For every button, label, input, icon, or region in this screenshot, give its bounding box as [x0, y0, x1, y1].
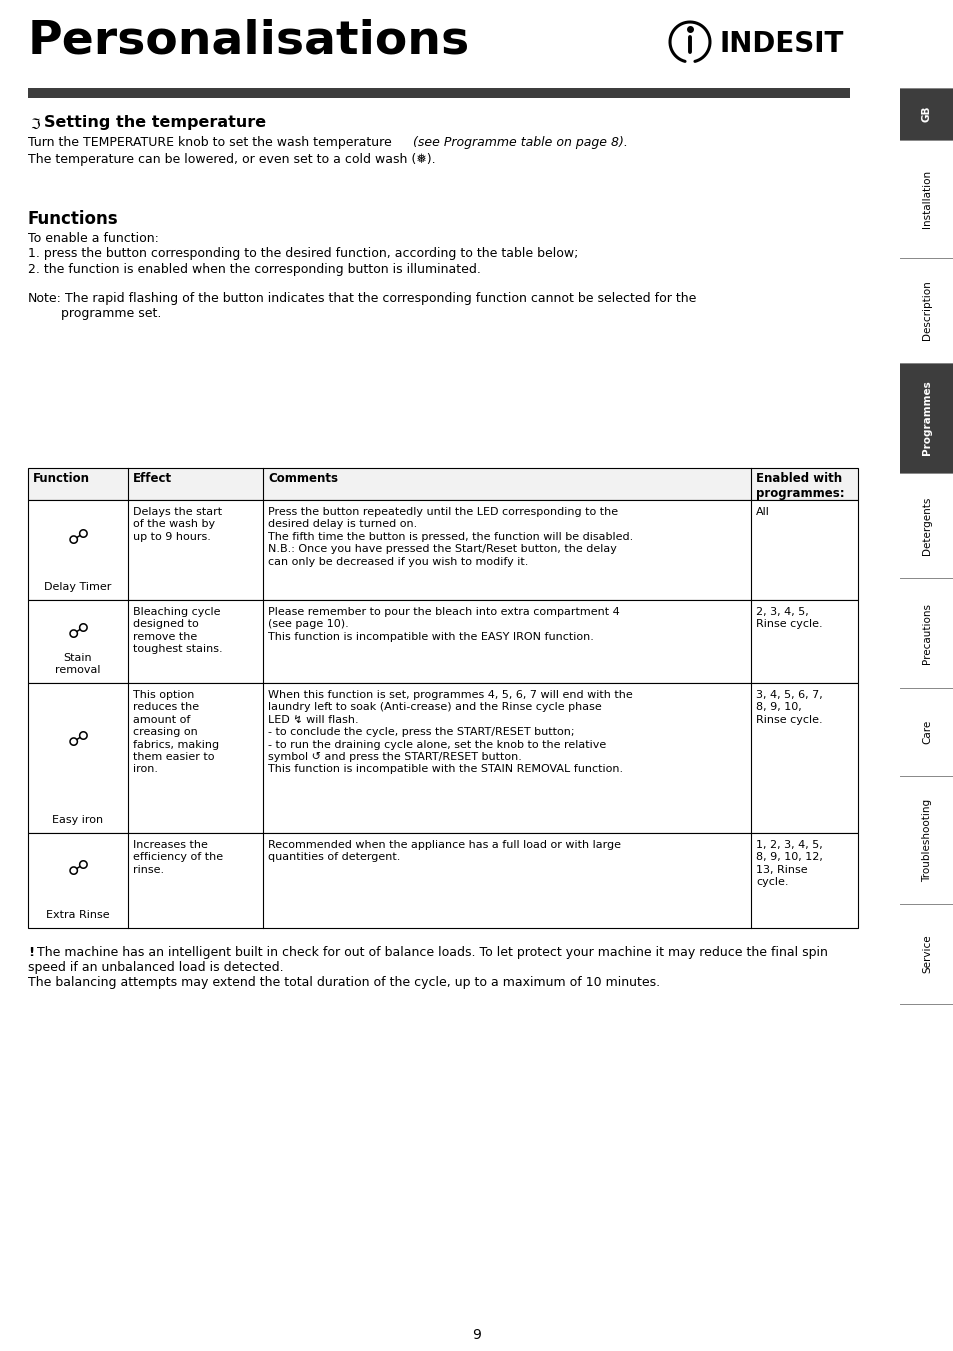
- Text: 2. the function is enabled when the corresponding button is illuminated.: 2. the function is enabled when the corr…: [28, 263, 480, 276]
- Bar: [899, 88, 953, 141]
- Text: Note:: Note:: [28, 292, 62, 305]
- Text: Extra Rinse: Extra Rinse: [46, 911, 110, 920]
- Text: When this function is set, programmes 4, 5, 6, 7 will end with the
laundry left : When this function is set, programmes 4,…: [268, 690, 632, 774]
- Text: Delay Timer: Delay Timer: [44, 582, 112, 592]
- Text: 2, 3, 4, 5,
Rinse cycle.: 2, 3, 4, 5, Rinse cycle.: [755, 607, 821, 630]
- Text: Function: Function: [33, 471, 90, 485]
- Bar: [899, 578, 953, 688]
- Text: Installation: Installation: [921, 170, 931, 228]
- Text: Bleaching cycle
designed to
remove the
toughest stains.: Bleaching cycle designed to remove the t…: [132, 607, 222, 654]
- Bar: [28, 834, 857, 928]
- Bar: [899, 141, 953, 258]
- Text: Comments: Comments: [268, 471, 337, 485]
- Text: ℑ: ℑ: [30, 118, 40, 132]
- Text: Description: Description: [921, 281, 931, 340]
- Text: The balancing attempts may extend the total duration of the cycle, up to a maxim: The balancing attempts may extend the to…: [28, 975, 659, 989]
- Text: Personalisations: Personalisations: [28, 18, 470, 63]
- Bar: [899, 904, 953, 1004]
- Text: Press the button repeatedly until the LED corresponding to the
desired delay is : Press the button repeatedly until the LE…: [268, 507, 633, 566]
- Text: Detergents: Detergents: [921, 496, 931, 555]
- Text: ☍: ☍: [68, 621, 89, 642]
- Text: Stain
removal: Stain removal: [55, 654, 101, 676]
- Text: The rapid flashing of the button indicates that the corresponding function canno: The rapid flashing of the button indicat…: [61, 292, 696, 320]
- Bar: [28, 467, 857, 500]
- Text: Functions: Functions: [28, 209, 118, 228]
- Bar: [899, 473, 953, 578]
- Text: speed if an unbalanced load is detected.: speed if an unbalanced load is detected.: [28, 961, 283, 974]
- Bar: [899, 775, 953, 904]
- Text: GB: GB: [921, 105, 931, 122]
- Text: To enable a function:: To enable a function:: [28, 232, 159, 245]
- Text: Precautions: Precautions: [921, 603, 931, 663]
- Text: Effect: Effect: [132, 471, 172, 485]
- Text: 3, 4, 5, 6, 7,
8, 9, 10,
Rinse cycle.: 3, 4, 5, 6, 7, 8, 9, 10, Rinse cycle.: [755, 690, 821, 724]
- Bar: [899, 363, 953, 473]
- Text: !: !: [28, 946, 34, 959]
- Text: Care: Care: [921, 720, 931, 744]
- Text: Delays the start
of the wash by
up to 9 hours.: Delays the start of the wash by up to 9 …: [132, 507, 222, 542]
- Text: Service: Service: [921, 935, 931, 973]
- Text: ☍: ☍: [68, 730, 89, 750]
- Bar: [28, 684, 857, 834]
- Text: ☍: ☍: [68, 528, 89, 549]
- Bar: [28, 88, 849, 99]
- Text: 9: 9: [472, 1328, 481, 1342]
- Text: The machine has an intelligent built in check for out of balance loads. To let p: The machine has an intelligent built in …: [37, 946, 827, 959]
- Text: ☍: ☍: [68, 859, 89, 880]
- Text: Troubleshooting: Troubleshooting: [921, 798, 931, 882]
- Text: Turn the TEMPERATURE knob to set the wash temperature: Turn the TEMPERATURE knob to set the was…: [28, 136, 395, 149]
- Text: 1, 2, 3, 4, 5,
8, 9, 10, 12,
13, Rinse
cycle.: 1, 2, 3, 4, 5, 8, 9, 10, 12, 13, Rinse c…: [755, 840, 822, 888]
- Text: Enabled with
programmes:: Enabled with programmes:: [755, 471, 843, 500]
- Text: The temperature can be lowered, or even set to a cold wash (❅).: The temperature can be lowered, or even …: [28, 153, 436, 166]
- Text: INDESIT: INDESIT: [720, 30, 843, 58]
- Bar: [28, 600, 857, 684]
- Bar: [899, 688, 953, 775]
- Text: Setting the temperature: Setting the temperature: [44, 115, 266, 130]
- Text: (see Programme table on page 8).: (see Programme table on page 8).: [413, 136, 627, 149]
- Text: This option
reduces the
amount of
creasing on
fabrics, making
them easier to
iro: This option reduces the amount of creasi…: [132, 690, 219, 774]
- Text: Please remember to pour the bleach into extra compartment 4
(see page 10).
This : Please remember to pour the bleach into …: [268, 607, 619, 642]
- Text: 1. press the button corresponding to the desired function, according to the tabl: 1. press the button corresponding to the…: [28, 247, 578, 259]
- Text: Increases the
efficiency of the
rinse.: Increases the efficiency of the rinse.: [132, 840, 223, 875]
- Text: Easy iron: Easy iron: [52, 815, 104, 825]
- Text: All: All: [755, 507, 769, 517]
- Text: Programmes: Programmes: [921, 381, 931, 455]
- Bar: [28, 500, 857, 600]
- Bar: [899, 258, 953, 363]
- Text: Recommended when the appliance has a full load or with large
quantities of deter: Recommended when the appliance has a ful…: [268, 840, 620, 862]
